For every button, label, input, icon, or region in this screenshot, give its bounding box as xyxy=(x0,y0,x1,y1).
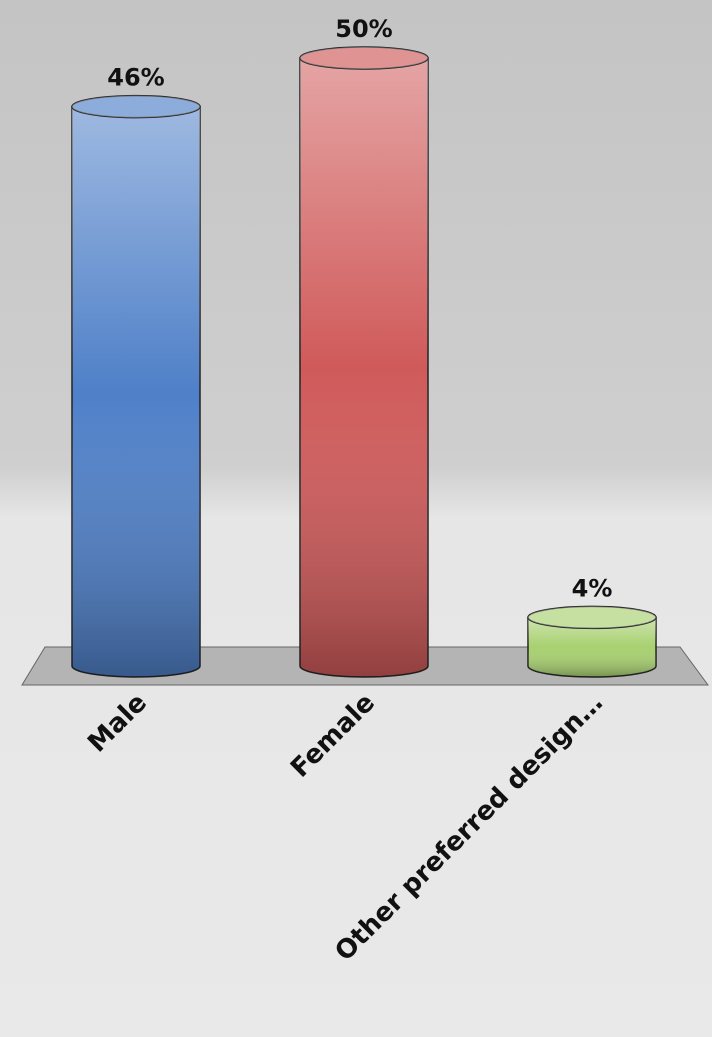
bar-top xyxy=(527,605,657,630)
value-label: 50% xyxy=(335,15,392,43)
bar-top-highlight xyxy=(300,47,428,69)
value-label: 46% xyxy=(107,64,164,92)
bar-top-highlight xyxy=(72,95,200,118)
bar-top-highlight xyxy=(528,606,656,629)
bar-shade xyxy=(528,617,656,677)
bar-top xyxy=(71,94,201,119)
bar-shade xyxy=(300,58,428,677)
bar-shade xyxy=(72,106,200,677)
value-label: 4% xyxy=(572,574,613,602)
bar-top xyxy=(299,46,429,70)
